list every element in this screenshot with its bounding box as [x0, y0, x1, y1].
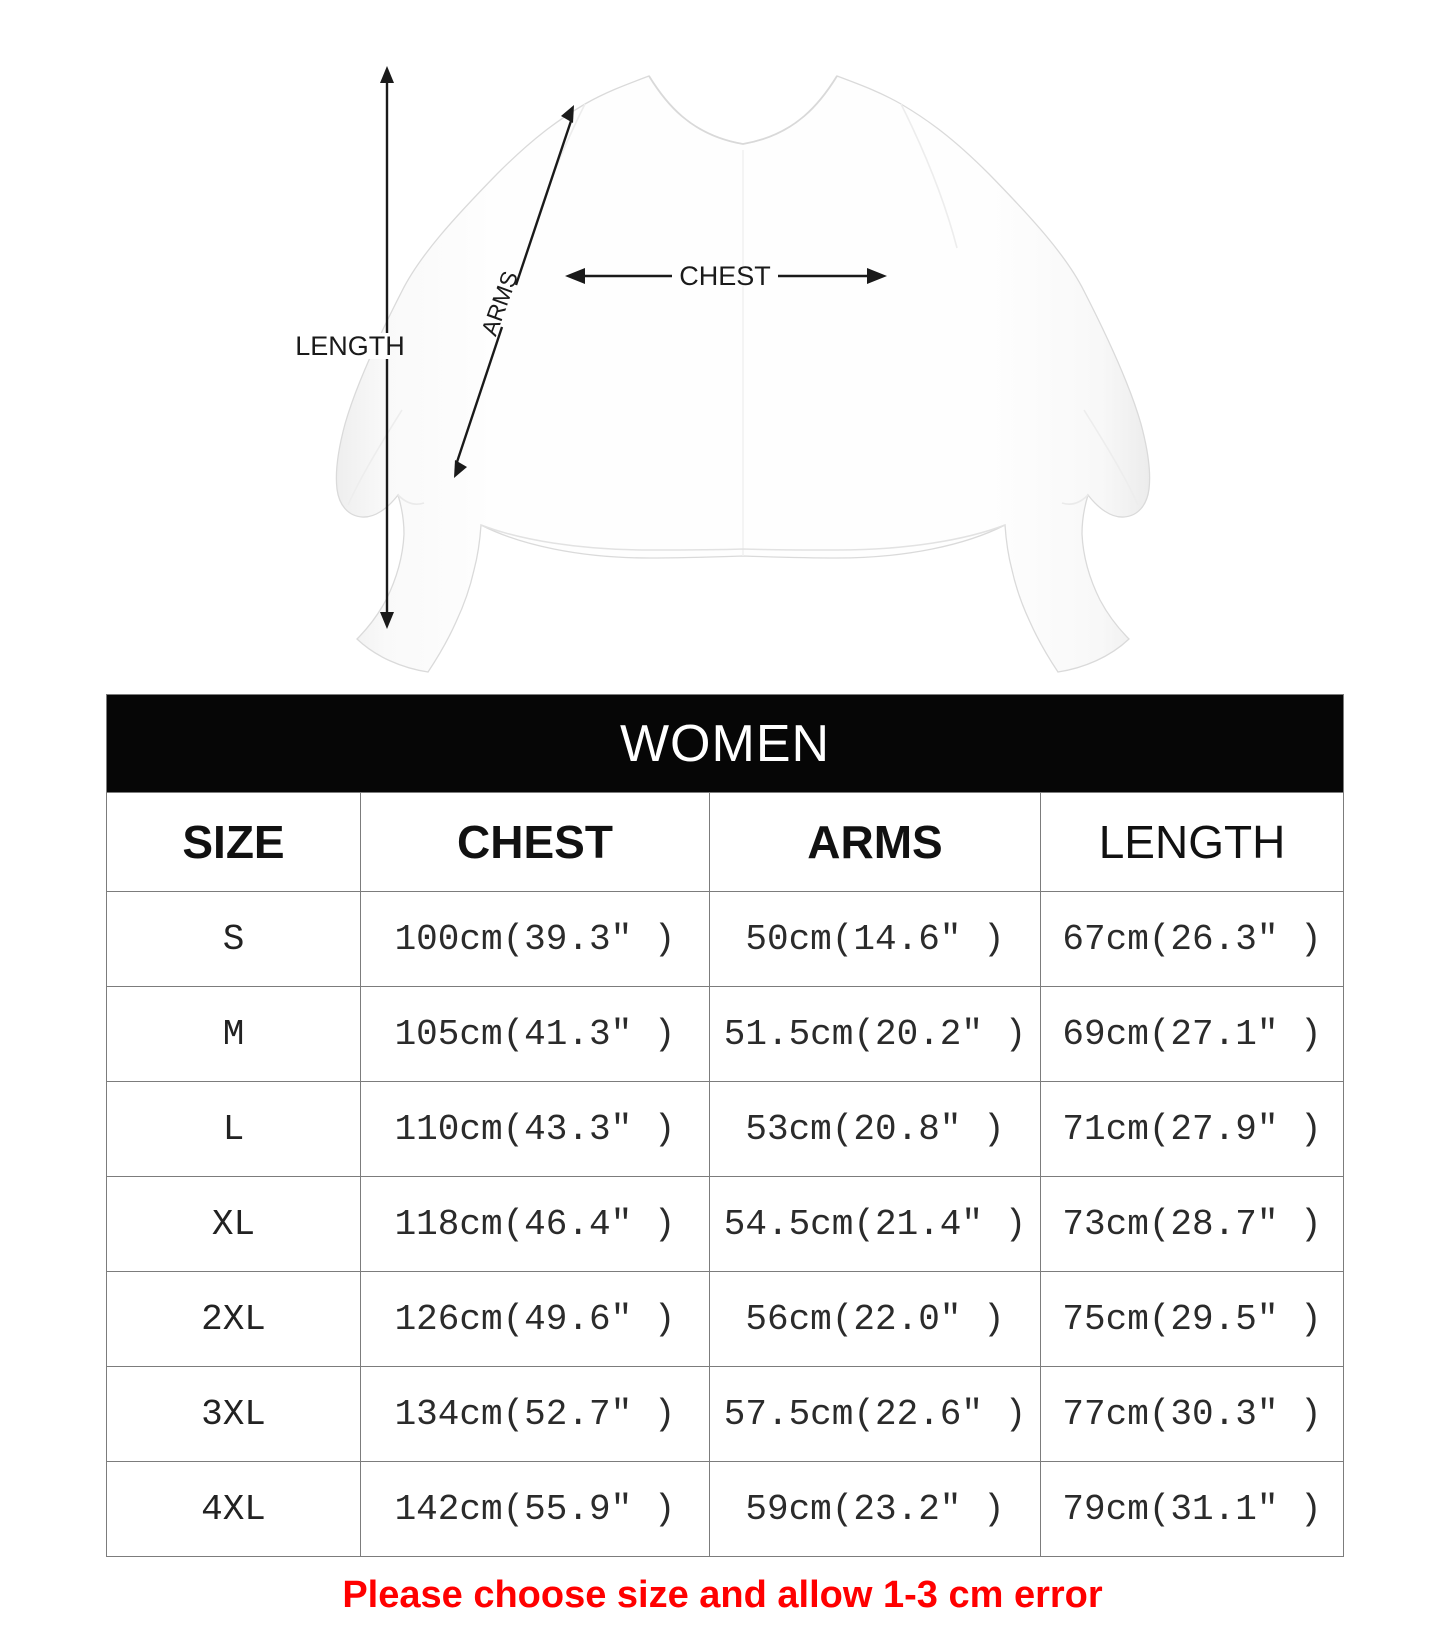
svg-text:LENGTH: LENGTH [295, 331, 405, 361]
svg-text:CHEST: CHEST [679, 261, 771, 291]
